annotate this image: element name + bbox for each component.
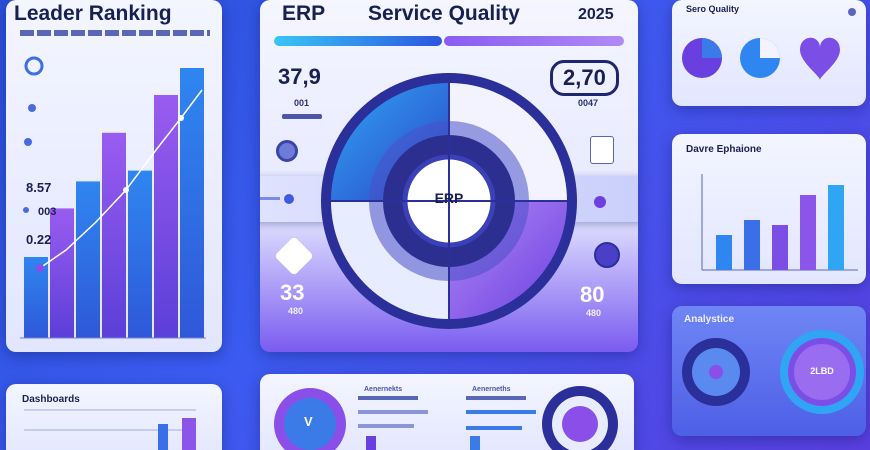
- leader-bar: [102, 132, 126, 338]
- leader-bar: [50, 208, 74, 338]
- davre-bar: [828, 185, 844, 270]
- davre-bar: [772, 225, 788, 270]
- slider-knob-right[interactable]: [594, 196, 606, 208]
- right-kpi-value: 2,70: [550, 60, 619, 96]
- leader-bar: [24, 257, 48, 338]
- left-label-3: 0.22: [26, 232, 52, 247]
- indicator-dot: [24, 138, 32, 146]
- left-label-2: 003: [38, 206, 57, 218]
- mini-bar: [182, 418, 196, 450]
- bottom-mid-title-2: Aenerneths: [472, 386, 511, 393]
- analystice-badge[interactable]: 2LBD: [810, 366, 834, 376]
- lower-right-icon[interactable]: [594, 242, 620, 268]
- left-label-1: 8.57: [26, 180, 52, 195]
- sero-quality-title: Sero Quality: [686, 4, 740, 14]
- davre-bar: [800, 195, 816, 270]
- davre-card: Davre Ephaione: [672, 134, 866, 284]
- left-kpi-value: 37,9: [278, 64, 321, 89]
- quality-dial[interactable]: [314, 66, 584, 336]
- dashboards-title: Dashboards: [22, 394, 80, 405]
- slider-track-left: [260, 197, 280, 200]
- leader-ranking-subtitle: [20, 30, 210, 36]
- leader-bar: [180, 68, 204, 338]
- leader-bar: [154, 95, 178, 338]
- sero-quality-card: Sero Quality: [672, 0, 866, 106]
- leader-ranking-title: Leader Ranking: [14, 2, 172, 25]
- dashboards-card: Dashboards: [6, 384, 222, 450]
- left-circle-icon[interactable]: [276, 140, 298, 162]
- trend-point: [178, 115, 184, 121]
- lower-left-sub: 480: [288, 306, 304, 316]
- list-line: [358, 424, 414, 428]
- analystice-gauges: [682, 330, 864, 414]
- davre-bar: [744, 220, 760, 270]
- year-label: 2025: [578, 6, 614, 23]
- lower-left-icon[interactable]: [274, 236, 314, 276]
- indicator-dot: [24, 56, 44, 76]
- analystice-title: Analystice: [684, 314, 735, 325]
- leader-ranking-chart: [20, 56, 206, 339]
- list-line: [466, 410, 536, 414]
- lower-left-value: 33: [280, 280, 305, 305]
- right-kpi-sub: 0047: [578, 98, 599, 108]
- dashboards-mini-chart: [24, 409, 196, 450]
- leader-bar: [76, 181, 100, 338]
- analystice-card: Analystice 2LBD: [672, 306, 866, 436]
- left-kpi-lines: [282, 114, 322, 119]
- trend-point: [123, 187, 129, 193]
- left-kpi-sub: 001: [294, 98, 310, 108]
- service-quality-panel: ERP Service Quality 2025 37,9 001 2,70 0…: [260, 0, 638, 352]
- davre-title: Davre Ephaione: [686, 144, 762, 155]
- heart-icon: [800, 37, 840, 80]
- list-line: [466, 426, 522, 430]
- slider-knob-left[interactable]: [284, 194, 294, 204]
- indicator-dot: [28, 104, 36, 112]
- bottom-mid-title-1: Aenernekts: [364, 386, 403, 393]
- leader-bar: [128, 170, 152, 338]
- sero-quality-icons: [682, 8, 856, 80]
- service-quality-title: Service Quality: [368, 2, 520, 25]
- progress-bar-blue: [274, 36, 442, 46]
- list-box: [366, 436, 376, 450]
- list-line: [358, 410, 428, 414]
- trend-point: [36, 264, 44, 272]
- progress-bar-purple: [444, 36, 624, 46]
- dial-center-label: ERP: [434, 190, 464, 206]
- list-box: [470, 436, 480, 450]
- davre-chart: [701, 174, 858, 271]
- right-doc-icon[interactable]: [590, 136, 614, 164]
- bottom-center-graphics: [274, 386, 618, 450]
- indicator-dot: [23, 207, 29, 213]
- leader-ranking-card: Leader Ranking 8.57 003 0.22: [6, 0, 222, 352]
- list-line: [466, 396, 526, 400]
- davre-bar: [716, 235, 732, 270]
- lower-right-value: 80: [580, 282, 605, 307]
- lower-right-sub: 480: [586, 308, 602, 318]
- mini-bar: [158, 424, 168, 450]
- list-line: [358, 396, 418, 400]
- erp-header: ERP: [282, 2, 326, 25]
- bottom-center-card: V Aenernekts Aenerneths: [260, 374, 634, 450]
- bottom-left-letter: V: [304, 414, 313, 429]
